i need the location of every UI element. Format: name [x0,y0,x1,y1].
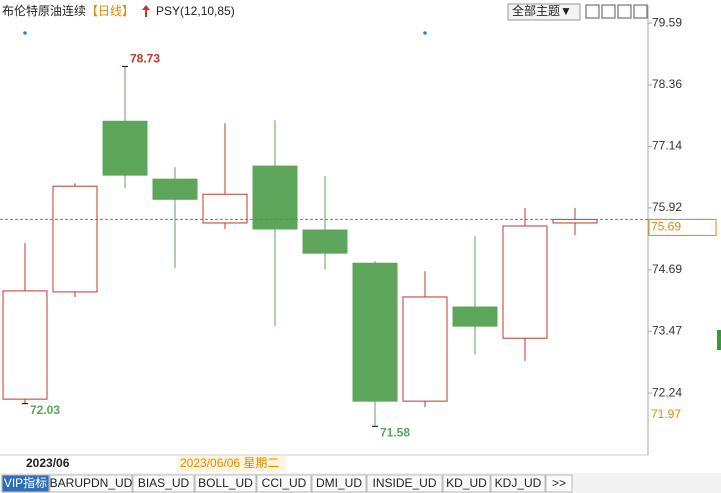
indicator-label: PSY(12,10,85) [156,4,235,18]
tab-label[interactable]: KDJ_UD [495,476,542,490]
y-tick-label: 73.47 [652,323,682,337]
tab[interactable] [194,474,257,493]
tab-label[interactable]: DMI_UD [316,476,362,490]
axis-low-price: 71.97 [651,407,681,421]
candle-body [352,262,398,402]
date-label: 2023/06 [26,456,70,470]
candle-body [102,120,148,176]
y-tick-label: 79.59 [652,15,682,29]
instrument-title: 布伦特原油连续 [2,3,86,18]
tab-label[interactable]: CCI_UD [262,476,307,490]
current-price-box [648,218,717,236]
candle-body [402,296,448,402]
tab[interactable] [132,474,195,493]
theme-button[interactable] [507,3,581,21]
price-annotation: 71.58 [380,425,410,439]
tab-label[interactable]: KD_UD [446,476,487,490]
tab-label[interactable]: BOLL_UD [198,476,253,490]
candle-body [552,218,598,224]
marker-dot [423,31,427,35]
tab-label[interactable]: BARUPDN_UD [50,476,133,490]
y-tick-label: 74.69 [652,262,682,276]
indicator-arrow [142,5,150,17]
scroll-marker [717,330,721,350]
price-annotation: 72.03 [30,403,60,417]
tab-label[interactable]: INSIDE_UD [372,476,436,490]
tab[interactable] [1,474,50,493]
tab[interactable] [442,474,491,493]
cursor-date: 2023/06/06 星期二 [180,456,279,470]
y-tick-label: 77.14 [652,139,682,153]
y-tick-label: 75.92 [652,200,682,214]
tab-label[interactable]: >> [552,476,566,490]
price-annotation: 78.73 [130,52,160,66]
candle-body [52,185,98,293]
toolbar-icons[interactable] [585,4,648,19]
candle-body [502,225,548,339]
y-tick-label: 72.24 [652,385,682,399]
tab-label[interactable]: BIAS_UD [138,476,190,490]
tab-label[interactable]: VIP指标 [4,475,47,490]
candle-body [202,193,248,224]
tab[interactable] [490,474,546,493]
tab[interactable] [256,474,312,493]
y-tick-label: 78.36 [652,77,682,91]
tab[interactable] [311,474,367,493]
candle-body [152,178,198,200]
marker-dot [23,31,27,35]
current-price-label: 75.69 [651,220,681,234]
period[interactable]: 【日线】 [86,4,134,18]
tab[interactable] [545,474,573,493]
theme-button-label: 全部主题▼ [512,3,572,18]
candle-body [2,290,48,400]
tab[interactable] [366,474,443,493]
tab[interactable] [49,474,133,493]
candle-body [302,229,348,254]
candle-body [452,306,498,327]
cursor-date-bg [178,456,286,472]
candle-body [252,165,298,230]
